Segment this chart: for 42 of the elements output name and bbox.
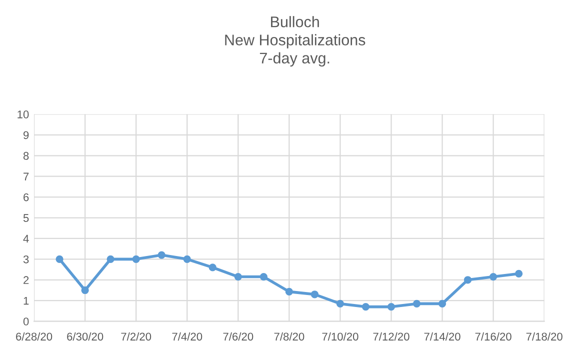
point xyxy=(438,300,446,308)
y-tick-label: 8 xyxy=(23,152,29,160)
x-tick-label: 7/8/20 xyxy=(274,332,304,341)
point xyxy=(56,255,64,263)
x-tick-label: 6/30/20 xyxy=(67,332,104,341)
x-tick-label: 6/28/20 xyxy=(16,332,52,341)
point xyxy=(489,272,498,281)
y-tick-label: 1 xyxy=(24,296,29,305)
x-tick-label: 7/6/20 xyxy=(223,332,254,341)
y-tick-label: 7 xyxy=(24,172,29,180)
y-tick-label: 10 xyxy=(18,110,29,118)
point xyxy=(234,272,242,281)
point xyxy=(336,300,344,308)
y-tick-label: 6 xyxy=(24,193,29,202)
point xyxy=(81,286,89,294)
y-tick-label: 9 xyxy=(24,131,29,140)
point xyxy=(158,251,166,259)
x-tick-label: 7/18/20 xyxy=(526,332,562,341)
y-tick-label: 3 xyxy=(23,255,29,264)
point xyxy=(208,264,216,272)
x-tick-label: 7/14/20 xyxy=(424,332,460,341)
point xyxy=(362,302,370,311)
point xyxy=(260,272,268,281)
y-tick-label: 2 xyxy=(24,276,29,284)
x-tick-label: 7/4/20 xyxy=(172,332,202,341)
y-tick-label: 0 xyxy=(23,318,29,326)
y-tick-label: 4 xyxy=(23,234,29,242)
x-tick-label: 7/16/20 xyxy=(475,332,512,341)
point xyxy=(106,255,114,263)
point xyxy=(412,300,421,308)
x-tick-label: 7/10/20 xyxy=(322,332,358,341)
point xyxy=(514,270,523,278)
point xyxy=(132,255,140,263)
x-tick-label: 7/2/20 xyxy=(121,332,152,341)
point xyxy=(183,255,191,263)
x-tick-label: 7/12/20 xyxy=(373,332,410,341)
y-tick-label: 5 xyxy=(23,214,29,222)
point xyxy=(285,288,293,296)
point xyxy=(464,276,472,284)
point xyxy=(387,302,396,311)
chart-title: Bulloch New Hospitalizations 7-day avg. xyxy=(225,16,366,67)
point xyxy=(310,290,319,298)
